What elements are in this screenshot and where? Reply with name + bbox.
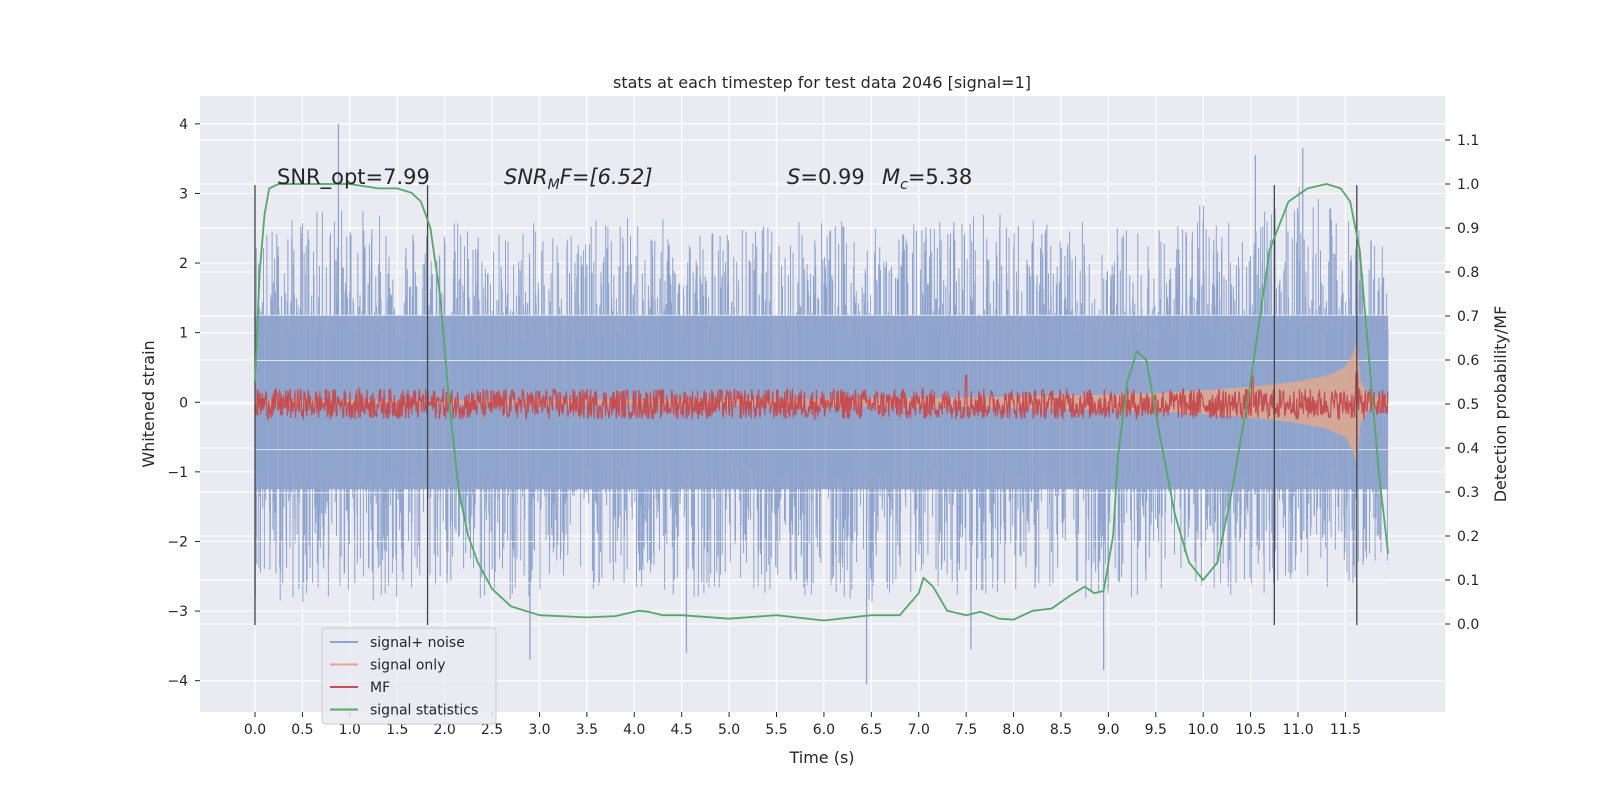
y-right-tick-label: 0.3 bbox=[1457, 485, 1479, 501]
x-tick-label: 0.5 bbox=[291, 722, 313, 738]
x-tick-label: 10.0 bbox=[1188, 722, 1219, 738]
x-tick-label: 7.5 bbox=[955, 722, 977, 738]
y-right-tick-label: 0.5 bbox=[1457, 397, 1479, 413]
x-tick-label: 7.0 bbox=[908, 722, 930, 738]
annotation-s: S=0.99 bbox=[787, 165, 865, 189]
vertical-markers bbox=[254, 185, 1358, 625]
x-tick-label: 2.5 bbox=[481, 722, 503, 738]
y-right-tick-label: 0.9 bbox=[1457, 221, 1479, 237]
annotation-snr-mf: SNRMF=[6.52] bbox=[504, 165, 653, 193]
x-tick-label: 11.0 bbox=[1282, 722, 1313, 738]
signal-statistics-line bbox=[254, 183, 1389, 622]
mf-line bbox=[254, 372, 1389, 422]
series-mf bbox=[254, 372, 1389, 422]
y-right-tick-label: 1.1 bbox=[1457, 133, 1479, 149]
y-right-tick-label: 0.1 bbox=[1457, 573, 1479, 589]
mc-sub: c bbox=[900, 177, 908, 193]
s-val: =0.99 bbox=[800, 165, 864, 189]
annotation-snr-opt: SNR_opt=7.99 bbox=[277, 165, 430, 190]
y-right-axis-label: Detection probability/MF bbox=[1491, 306, 1510, 503]
mc-val: =5.38 bbox=[908, 165, 972, 189]
x-tick-label: 9.0 bbox=[1097, 722, 1119, 738]
y-right-axis-ticks: 1.1 1.0 0.9 0.8 0.7 0.6 0.5 0.4 0.3 0.2 0.1 0.0 bbox=[1445, 133, 1479, 633]
y-left-tick-label: −1 bbox=[167, 465, 188, 481]
legend-label: MF bbox=[370, 680, 390, 696]
y-left-tick-label: 1 bbox=[179, 326, 188, 342]
snr-mf-rest: F=[6.52] bbox=[560, 165, 653, 189]
x-axis-ticks: 0.0 0.5 1.0 1.5 2.0 2.5 3.0 3.5 4.0 4.5 5.0 5.5 6.0 6… bbox=[244, 712, 1361, 738]
y-right-tick-label: 0.7 bbox=[1457, 309, 1479, 325]
x-tick-label: 8.5 bbox=[1050, 722, 1072, 738]
legend-items: signal+ noise signal only MF signal statist… bbox=[330, 635, 478, 719]
x-tick-label: 5.0 bbox=[718, 722, 740, 738]
x-tick-label: 8.0 bbox=[1002, 722, 1024, 738]
x-tick-label: 1.0 bbox=[339, 722, 361, 738]
y-right-tick-label: 0.0 bbox=[1457, 617, 1479, 633]
y-right-tick-label: 0.8 bbox=[1457, 265, 1479, 281]
y-left-axis-label: Whitened strain bbox=[139, 340, 158, 467]
x-axis-label: Time (s) bbox=[788, 748, 854, 767]
y-left-tick-label: −4 bbox=[167, 674, 188, 690]
x-tick-label: 3.0 bbox=[528, 722, 550, 738]
x-tick-label: 3.5 bbox=[576, 722, 598, 738]
annotation-mc: Mc=5.38 bbox=[882, 165, 972, 193]
y-right-tick-label: 0.6 bbox=[1457, 353, 1479, 369]
y-left-tick-label: 2 bbox=[179, 256, 188, 272]
x-tick-label: 10.5 bbox=[1235, 722, 1266, 738]
y-right-tick-label: 0.4 bbox=[1457, 441, 1479, 457]
y-right-tick-label: 0.2 bbox=[1457, 529, 1479, 545]
chart-title: stats at each timestep for test data 204… bbox=[613, 73, 1031, 92]
legend-box bbox=[321, 627, 497, 725]
x-tick-label: 1.5 bbox=[386, 722, 408, 738]
x-tick-label: 6.5 bbox=[860, 722, 882, 738]
y-right-tick-label: 1.0 bbox=[1457, 177, 1479, 193]
x-tick-label: 4.5 bbox=[671, 722, 693, 738]
snr-mf-base: SNR bbox=[504, 165, 548, 189]
x-tick-label: 6.0 bbox=[813, 722, 835, 738]
legend-label: signal statistics bbox=[370, 703, 478, 719]
x-tick-label: 9.5 bbox=[1145, 722, 1167, 738]
series-signal-statistics bbox=[254, 183, 1389, 622]
s-var: S bbox=[787, 165, 800, 189]
y-left-tick-label: 0 bbox=[179, 395, 188, 411]
y-left-tick-label: −2 bbox=[167, 534, 188, 550]
legend-label: signal only bbox=[370, 658, 445, 674]
y-left-tick-label: 4 bbox=[179, 117, 188, 133]
y-left-tick-label: 3 bbox=[179, 186, 188, 202]
legend: signal+ noise signal only MF signal statist… bbox=[321, 627, 497, 725]
snr-mf-sub: M bbox=[548, 177, 560, 193]
mc-var: M bbox=[882, 165, 900, 189]
x-tick-label: 0.0 bbox=[244, 722, 266, 738]
y-left-tick-label: −3 bbox=[167, 604, 188, 620]
x-tick-label: 5.5 bbox=[765, 722, 787, 738]
x-tick-label: 4.0 bbox=[623, 722, 645, 738]
x-tick-label: 2.0 bbox=[434, 722, 456, 738]
x-tick-label: 11.5 bbox=[1330, 722, 1361, 738]
y-left-axis-ticks: 4 3 2 1 0 −1 −2 −3 −4 bbox=[167, 117, 200, 690]
legend-label: signal+ noise bbox=[370, 635, 465, 651]
